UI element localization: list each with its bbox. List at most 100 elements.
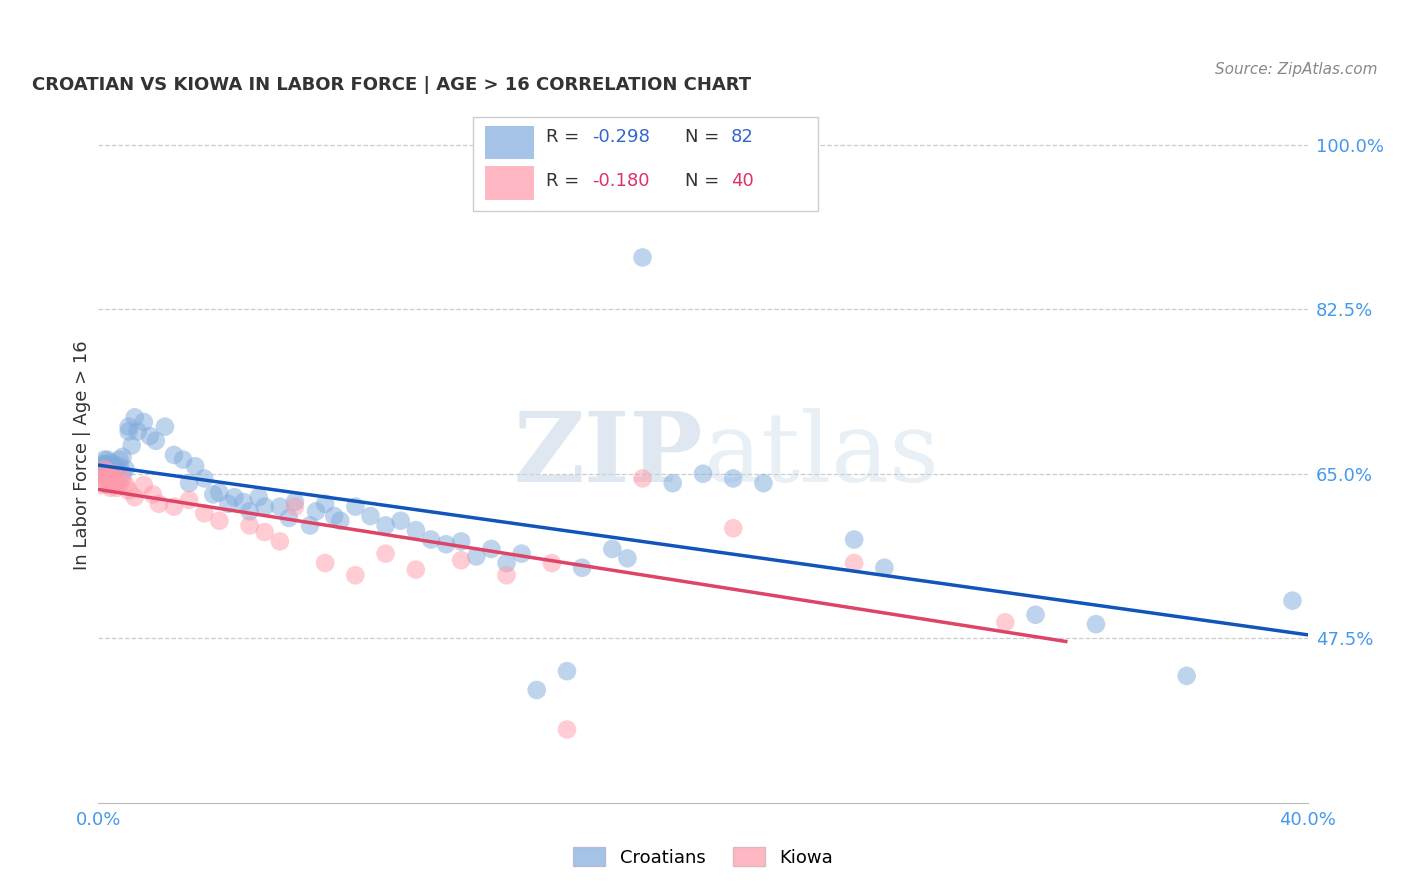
Point <box>314 556 336 570</box>
Point <box>269 500 291 514</box>
Point <box>284 495 307 509</box>
Point <box>96 478 118 492</box>
Point <box>1024 607 1046 622</box>
Point <box>100 459 122 474</box>
Point <box>405 523 427 537</box>
Point <box>93 462 115 476</box>
Point <box>1281 593 1303 607</box>
Point <box>90 468 112 483</box>
Point <box>555 664 578 678</box>
Point <box>114 462 136 476</box>
Point <box>1175 669 1198 683</box>
Point <box>374 518 396 533</box>
Text: 40: 40 <box>731 172 754 191</box>
Text: R =: R = <box>546 172 585 191</box>
Point <box>555 723 578 737</box>
Point <box>93 471 115 485</box>
Text: N =: N = <box>685 128 725 146</box>
Point <box>314 497 336 511</box>
Point <box>344 500 367 514</box>
Point <box>247 490 270 504</box>
Text: -0.180: -0.180 <box>592 172 650 191</box>
Point <box>114 478 136 492</box>
Point <box>450 553 472 567</box>
Point <box>163 448 186 462</box>
Point <box>96 462 118 476</box>
Point <box>360 509 382 524</box>
Point <box>323 509 346 524</box>
Point <box>93 458 115 472</box>
Point <box>193 471 215 485</box>
Bar <box>485 166 534 200</box>
Point <box>202 487 225 501</box>
Point <box>239 518 262 533</box>
Point <box>994 615 1017 630</box>
Point <box>103 462 125 476</box>
Point <box>111 471 134 485</box>
Point <box>103 476 125 491</box>
Point <box>540 556 562 570</box>
Point <box>495 568 517 582</box>
Point <box>105 476 128 491</box>
Point <box>616 551 638 566</box>
Point <box>93 471 115 485</box>
Point <box>172 452 194 467</box>
Point <box>153 419 176 434</box>
Point <box>692 467 714 481</box>
Point <box>118 425 141 439</box>
Point <box>602 541 624 556</box>
Point <box>132 478 155 492</box>
Point <box>450 534 472 549</box>
Point <box>100 467 122 481</box>
Point <box>495 556 517 570</box>
Point <box>105 481 128 495</box>
Text: Source: ZipAtlas.com: Source: ZipAtlas.com <box>1215 62 1378 78</box>
Point <box>224 490 246 504</box>
Point <box>90 478 112 492</box>
Point <box>100 455 122 469</box>
Text: -0.298: -0.298 <box>592 128 650 146</box>
Point <box>96 465 118 479</box>
Text: atlas: atlas <box>703 408 939 502</box>
Point <box>405 563 427 577</box>
Point <box>121 438 143 452</box>
Text: ZIP: ZIP <box>513 408 703 502</box>
Point <box>661 476 683 491</box>
Point <box>108 452 131 467</box>
Point <box>465 549 488 564</box>
Point <box>723 521 745 535</box>
Point <box>93 452 115 467</box>
Point <box>232 495 254 509</box>
Point <box>96 458 118 472</box>
Point <box>239 504 262 518</box>
Point <box>105 462 128 476</box>
Point <box>723 471 745 485</box>
Point <box>111 467 134 481</box>
Text: 82: 82 <box>731 128 754 146</box>
Point <box>752 476 775 491</box>
Point <box>103 458 125 472</box>
Point <box>873 560 896 574</box>
Point <box>571 560 593 574</box>
Point <box>631 471 654 485</box>
Point <box>124 410 146 425</box>
Point <box>217 497 239 511</box>
Point <box>142 487 165 501</box>
Text: CROATIAN VS KIOWA IN LABOR FORCE | AGE > 16 CORRELATION CHART: CROATIAN VS KIOWA IN LABOR FORCE | AGE >… <box>32 77 751 95</box>
Point <box>127 425 149 439</box>
Point <box>420 533 443 547</box>
Point <box>179 493 201 508</box>
Point <box>284 500 307 514</box>
Bar <box>485 126 534 159</box>
Point <box>526 683 548 698</box>
Point <box>179 476 201 491</box>
Point <box>510 547 533 561</box>
Bar <box>474 118 818 211</box>
Point <box>374 547 396 561</box>
Point <box>1085 617 1108 632</box>
Point <box>100 471 122 485</box>
Point <box>90 467 112 481</box>
Point <box>253 500 276 514</box>
Point <box>132 415 155 429</box>
Point <box>96 452 118 467</box>
